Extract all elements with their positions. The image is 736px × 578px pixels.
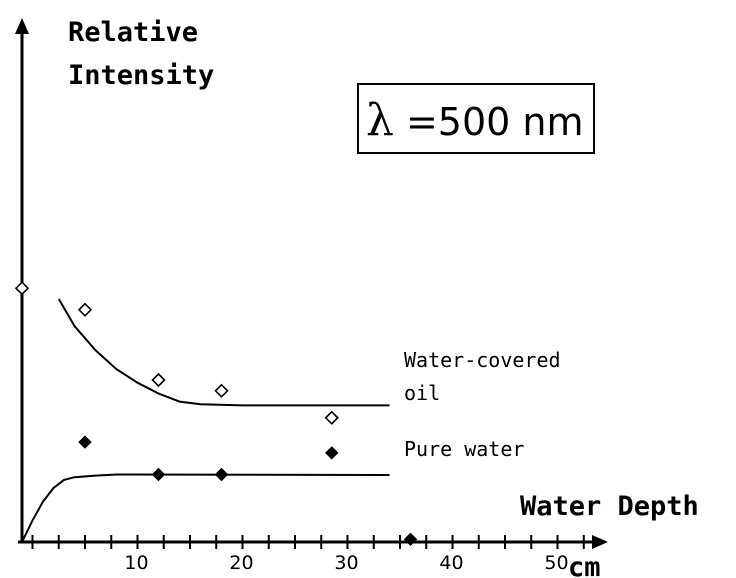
data-point-open-diamond [77,302,93,317]
series-layer [14,281,418,547]
x-tick-label: 40 [439,552,463,574]
x-axis-title: Water Depth [520,491,699,522]
data-point-open-diamond [324,410,339,425]
x-axis-ticks [31,535,585,549]
x-axis-arrowhead [592,535,608,549]
series-label-oil-line2: oil [404,381,440,405]
series-label-oil-line1: Water-covered [404,348,561,372]
series-pure-water [21,435,418,547]
lambda-symbol: λ [366,95,394,146]
series-label-water: Pure water [404,437,524,461]
x-tick-label: 50 [544,552,568,574]
data-point-filled-diamond [325,446,339,460]
wavelength-box [357,83,595,154]
data-point-open-diamond [214,383,229,398]
wavelength-value: =500 nm [394,100,584,144]
y-axis-title-line2: Intensity [68,60,214,91]
wavelength-annotation: λ =500 nm [366,95,584,146]
x-axis-tick-labels: 10 20 30 40 50 [124,552,568,574]
fit-curve [21,473,390,543]
x-axis-unit: cm [568,552,601,578]
data-point-filled-diamond [403,532,418,547]
x-tick-label: 10 [124,552,148,574]
fit-curve [57,298,390,407]
data-point-open-diamond [14,281,30,296]
data-point-filled-diamond [78,435,92,449]
data-point-open-diamond [151,372,166,388]
data-point-filled-diamond [151,467,166,482]
x-tick-label: 30 [334,552,358,574]
y-axis-arrowhead [15,18,29,34]
y-axis-title-line1: Relative [68,17,198,48]
data-point-filled-diamond [214,467,229,482]
series-water-covered-oil [14,281,390,425]
x-tick-label: 20 [229,552,253,574]
